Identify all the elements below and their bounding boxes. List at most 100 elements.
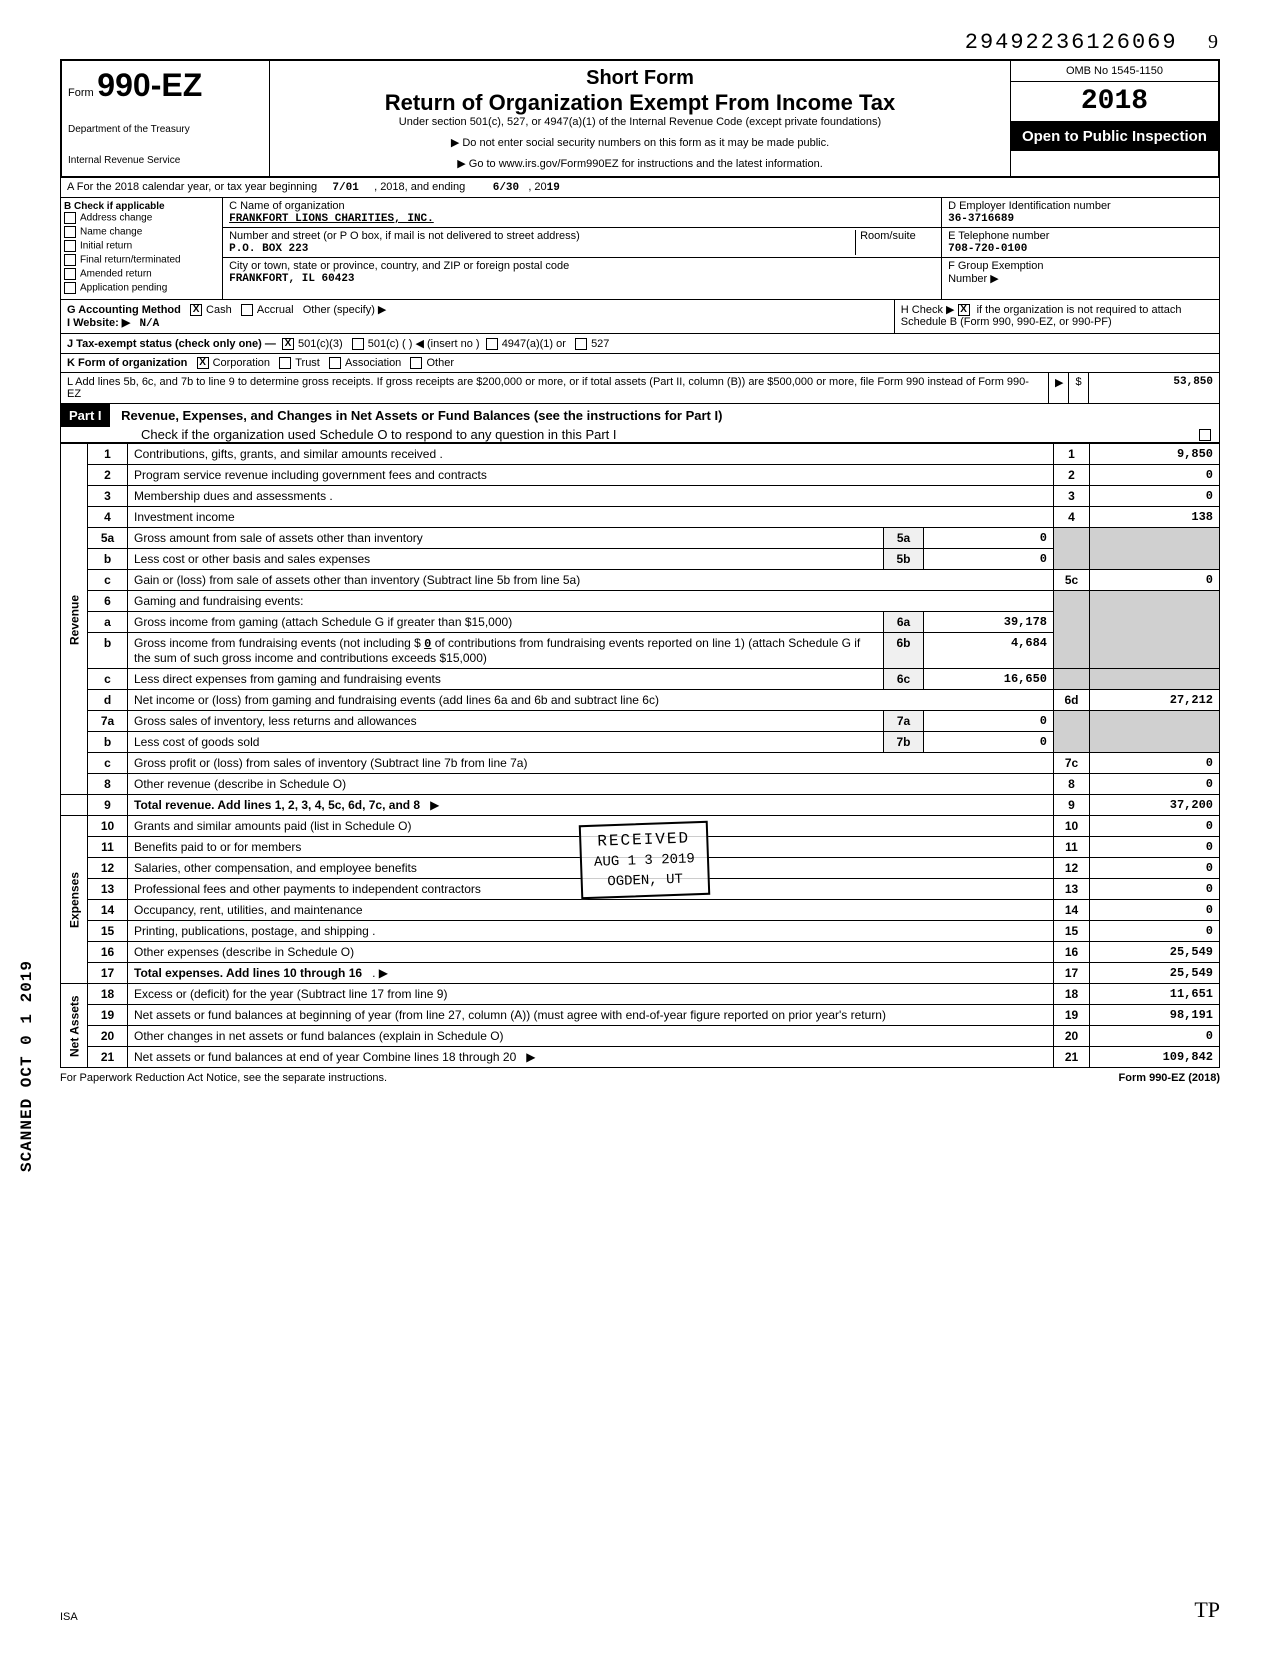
- checkbox-cash[interactable]: [190, 304, 202, 316]
- line5a-num: 5a: [88, 528, 128, 549]
- line15-val: 0: [1090, 921, 1220, 942]
- form-header: Form 990-EZ Department of the Treasury I…: [60, 59, 1220, 178]
- line7-shade: [1054, 711, 1090, 753]
- line7-shade-val: [1090, 711, 1220, 753]
- section-c-name-label: C Name of organization: [229, 200, 345, 212]
- ein: 36-3716689: [948, 213, 1014, 225]
- dept-treasury: Department of the Treasury: [68, 124, 263, 135]
- line19-val: 98,191: [1090, 1005, 1220, 1026]
- checkbox-schedule-o[interactable]: [1199, 429, 1211, 441]
- checkbox-final-return[interactable]: [64, 254, 76, 266]
- dln-digits: 29492236126069: [965, 30, 1178, 55]
- line7a-mn: 7a: [884, 711, 924, 732]
- line6a-num: a: [88, 612, 128, 633]
- line19-rn: 19: [1054, 1005, 1090, 1026]
- line21-rn: 21: [1054, 1047, 1090, 1068]
- line6c-shade-val: [1090, 669, 1220, 690]
- line6-shade-val: [1090, 591, 1220, 669]
- checkbox-initial-return[interactable]: [64, 240, 76, 252]
- checkbox-527[interactable]: [575, 338, 587, 350]
- line16-num: 16: [88, 942, 128, 963]
- line16-val: 25,549: [1090, 942, 1220, 963]
- line18-num: 18: [88, 984, 128, 1005]
- org-address: P.O. BOX 223: [229, 243, 308, 255]
- expenses-side-label: Expenses: [61, 816, 88, 984]
- line21-val: 109,842: [1090, 1047, 1220, 1068]
- line6a-mn: 6a: [884, 612, 924, 633]
- tax-year-begin: 7/01: [332, 182, 358, 194]
- b-amended-return: Amended return: [80, 269, 152, 280]
- line7b-num: b: [88, 732, 128, 753]
- section-a-pre: A For the 2018 calendar year, or tax yea…: [67, 181, 317, 193]
- net-assets-side-label: Net Assets: [61, 984, 88, 1068]
- line6a-desc: Gross income from gaming (attach Schedul…: [128, 612, 884, 633]
- line10-num: 10: [88, 816, 128, 837]
- checkbox-501c3[interactable]: [282, 338, 294, 350]
- line11-val: 0: [1090, 837, 1220, 858]
- line4-desc: Investment income: [128, 507, 1054, 528]
- line6c-mn: 6c: [884, 669, 924, 690]
- section-b-label: B Check if applicable: [64, 201, 165, 212]
- k-corporation: Corporation: [213, 357, 270, 369]
- org-city: FRANKFORT, IL 60423: [229, 273, 354, 285]
- section-i-label: I Website: ▶: [67, 317, 130, 329]
- scanned-stamp: SCANNED OCT 0 1 2019: [18, 960, 36, 1172]
- line8-val: 0: [1090, 774, 1220, 795]
- line3-num: 3: [88, 486, 128, 507]
- line5a-desc: Gross amount from sale of assets other t…: [128, 528, 884, 549]
- line6d-val: 27,212: [1090, 690, 1220, 711]
- line18-rn: 18: [1054, 984, 1090, 1005]
- section-k-label: K Form of organization: [67, 357, 187, 369]
- part1-check-line: Check if the organization used Schedule …: [61, 427, 617, 442]
- line20-val: 0: [1090, 1026, 1220, 1047]
- line20-desc: Other changes in net assets or fund bala…: [128, 1026, 1054, 1047]
- page-nine: 9: [1208, 31, 1220, 53]
- k-association: Association: [345, 357, 401, 369]
- line11-num: 11: [88, 837, 128, 858]
- checkbox-amended-return[interactable]: [64, 268, 76, 280]
- revenue-side-extra: [61, 795, 88, 816]
- checkbox-trust[interactable]: [279, 357, 291, 369]
- line4-val: 138: [1090, 507, 1220, 528]
- checkbox-h[interactable]: [958, 304, 970, 316]
- instr-ssn: Do not enter social security numbers on …: [276, 136, 1004, 149]
- section-l-arrow: ▶: [1049, 373, 1069, 403]
- line17-num: 17: [88, 963, 128, 984]
- line6d-rn: 6d: [1054, 690, 1090, 711]
- checkbox-association[interactable]: [329, 357, 341, 369]
- checkbox-address-change[interactable]: [64, 212, 76, 224]
- checkbox-4947[interactable]: [486, 338, 498, 350]
- line11-rn: 11: [1054, 837, 1090, 858]
- section-c-addr-label: Number and street (or P O box, if mail i…: [229, 230, 580, 242]
- checkbox-name-change[interactable]: [64, 226, 76, 238]
- line16-desc: Other expenses (describe in Schedule O): [128, 942, 1054, 963]
- checkbox-501c[interactable]: [352, 338, 364, 350]
- b-application-pending: Application pending: [80, 283, 167, 294]
- line5b-mval: 0: [924, 549, 1054, 570]
- j-insert: ) ◀ (insert no ): [409, 338, 480, 350]
- line4-rn: 4: [1054, 507, 1090, 528]
- line10-val: 0: [1090, 816, 1220, 837]
- line2-num: 2: [88, 465, 128, 486]
- part1-header: Part I: [61, 404, 110, 427]
- line2-rn: 2: [1054, 465, 1090, 486]
- line19-num: 19: [88, 1005, 128, 1026]
- section-j-label: J Tax-exempt status (check only one) —: [67, 338, 276, 350]
- section-d-label: D Employer Identification number: [948, 200, 1111, 212]
- line6b-mid: 0: [424, 637, 431, 651]
- irs-label: Internal Revenue Service: [68, 155, 263, 166]
- checkbox-application-pending[interactable]: [64, 282, 76, 294]
- return-subtitle: Under section 501(c), 527, or 4947(a)(1)…: [276, 116, 1004, 128]
- g-other: Other (specify) ▶: [303, 304, 387, 316]
- part1-title: Revenue, Expenses, and Changes in Net As…: [113, 404, 730, 427]
- k-other: Other: [426, 357, 454, 369]
- section-l-text: L Add lines 5b, 6c, and 7b to line 9 to …: [67, 376, 1029, 400]
- line5b-desc: Less cost or other basis and sales expen…: [128, 549, 884, 570]
- checkbox-corporation[interactable]: [197, 357, 209, 369]
- j-527: 527: [591, 338, 609, 350]
- checkbox-accrual[interactable]: [241, 304, 253, 316]
- checkbox-other-org[interactable]: [410, 357, 422, 369]
- line8-num: 8: [88, 774, 128, 795]
- dln-number: 29492236126069 9: [60, 30, 1220, 55]
- section-a-suffix: , 20: [528, 181, 546, 193]
